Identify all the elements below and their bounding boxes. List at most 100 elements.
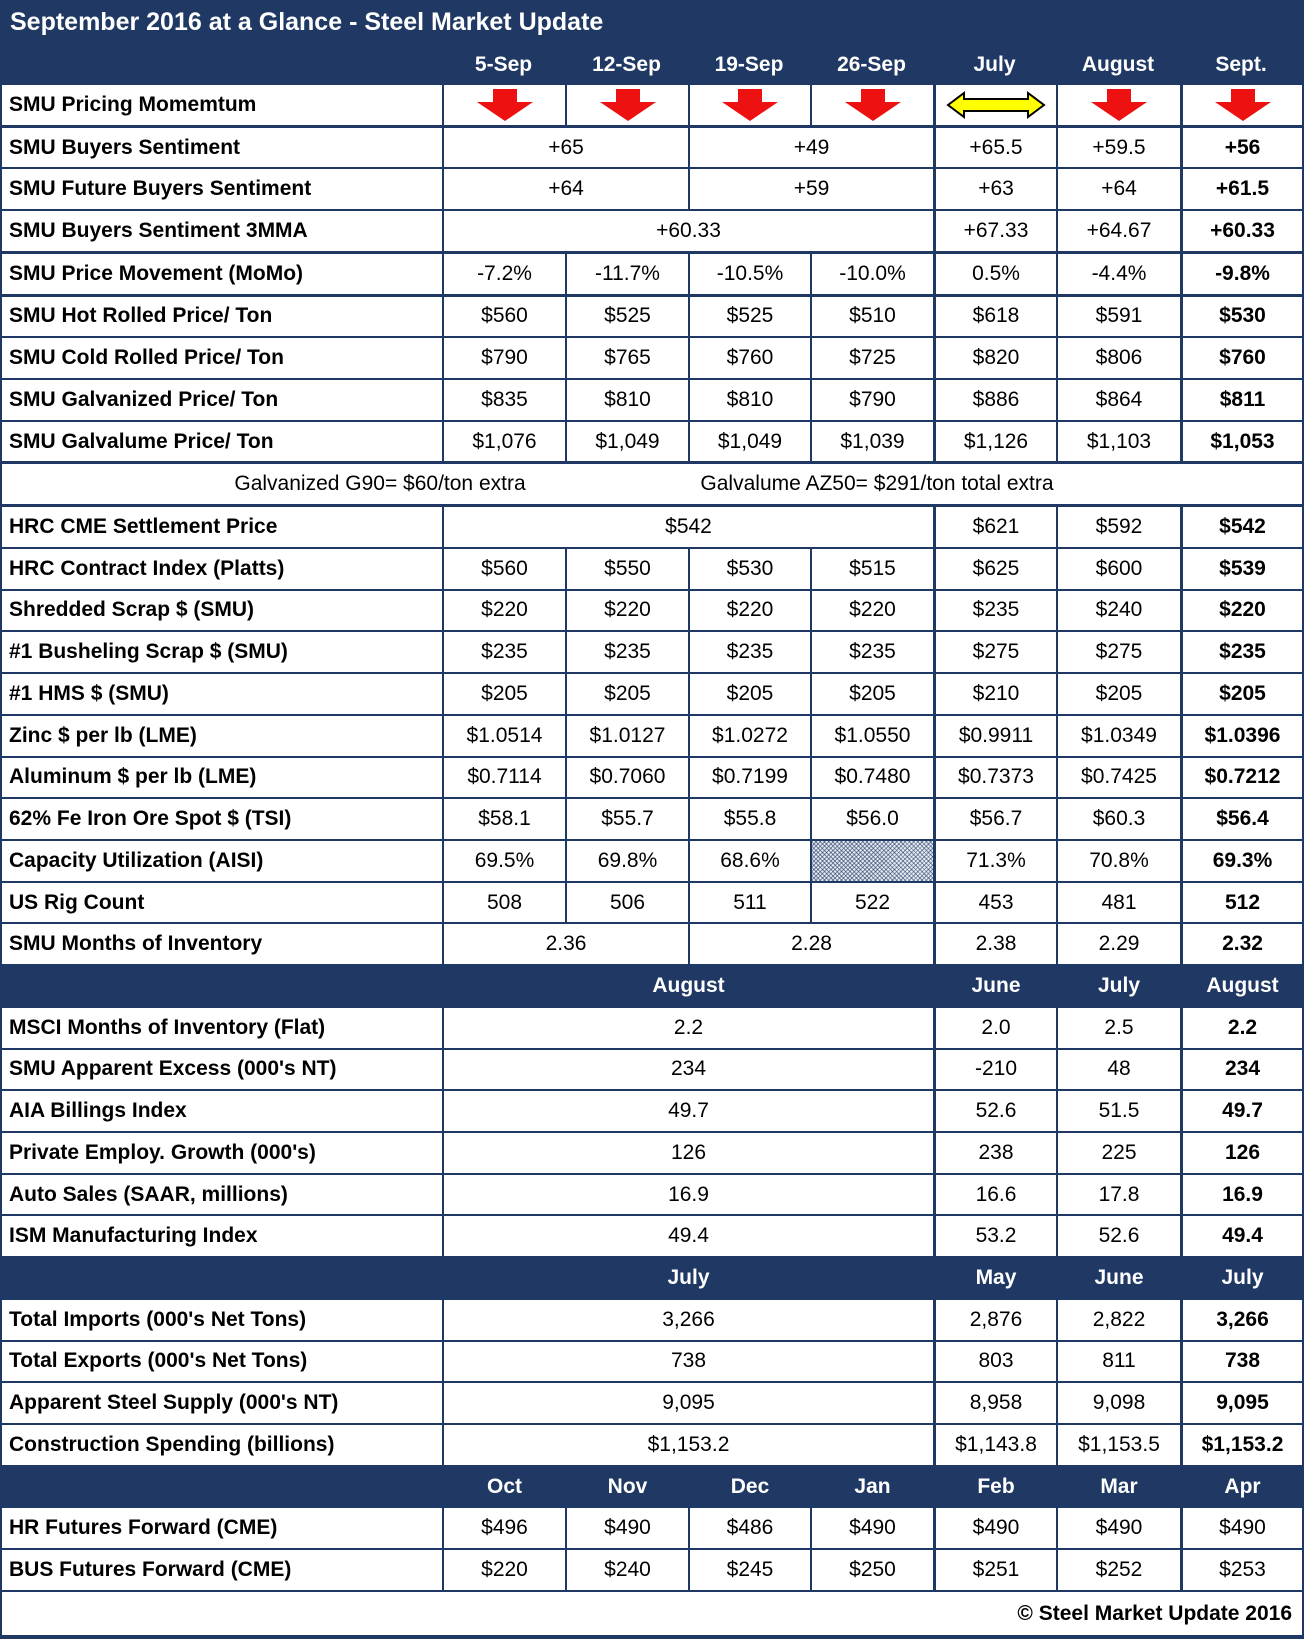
table-row: SMU Galvanized Price/ Ton $835 $810 $810 $79… <box>2 378 1302 420</box>
value-cell: $220 <box>1180 590 1302 631</box>
value-cell: $220 <box>442 590 565 631</box>
momentum-cell <box>933 85 1056 125</box>
column-header-5-sep: 5-Sep <box>474 52 533 76</box>
value-cell: 68.6% <box>688 840 810 881</box>
value-cell: $1,049 <box>565 421 688 462</box>
row-label: SMU Galvanized Price/ Ton <box>9 387 279 411</box>
row-label: BUS Futures Forward (CME) <box>9 1558 292 1582</box>
row-label: US Rig Count <box>9 890 145 914</box>
section-month-header: May <box>975 1265 1017 1289</box>
pricing-momentum-row: SMU Pricing Momemtum <box>2 85 1302 125</box>
value-cell: +67.33 <box>933 211 1056 251</box>
value-cell: $205 <box>810 674 933 714</box>
value-cell: $0.7199 <box>688 757 810 798</box>
value-cell: 2,876 <box>933 1299 1056 1340</box>
row-label: ISM Manufacturing Index <box>9 1224 258 1248</box>
section-header-row: Oct Nov Dec Jan Feb Mar Apr <box>2 1464 1302 1507</box>
value-cell: $250 <box>810 1550 933 1590</box>
value-cell: 9,098 <box>1056 1383 1180 1423</box>
value-cell: 2,822 <box>1056 1299 1180 1340</box>
row-label: Capacity Utilization (AISI) <box>9 848 264 872</box>
section-month-header: July <box>1097 973 1141 997</box>
section-month-header: Jan <box>854 1474 891 1498</box>
value-cell: 481 <box>1056 882 1180 923</box>
value-cell: 803 <box>933 1341 1056 1382</box>
value-cell: $0.7212 <box>1180 757 1302 798</box>
section-header-row: August June July August <box>2 964 1302 1006</box>
momentum-sideways-arrow-icon <box>936 85 1056 125</box>
column-header-row: 5-Sep 12-Sep 19-Sep 26-Sep July August S… <box>2 44 1302 85</box>
value-cell: 453 <box>933 882 1056 923</box>
galvalume-extra-note: Galvalume AZ50= $291/ton total extra <box>700 472 1054 496</box>
value-cell: +60.33 <box>1180 211 1302 251</box>
value-cell: 16.6 <box>933 1174 1056 1215</box>
value-cell: 2.5 <box>1056 1007 1180 1048</box>
value-cell: $252 <box>1056 1550 1180 1590</box>
table-row: HRC CME Settlement Price $542 $621 $592 $542 <box>2 504 1302 547</box>
momentum-cell <box>810 85 933 125</box>
value-cell: $56.0 <box>810 799 933 839</box>
value-cell: $1,153.5 <box>1056 1425 1180 1465</box>
row-label: SMU Future Buyers Sentiment <box>9 177 312 201</box>
table-row: SMU Cold Rolled Price/ Ton $790 $765 $760 $7… <box>2 336 1302 379</box>
value-cell: $55.7 <box>565 799 688 839</box>
value-cell: +59.5 <box>1056 127 1180 168</box>
value-cell: $220 <box>810 590 933 631</box>
row-label: Auto Sales (SAAR, millions) <box>9 1182 288 1206</box>
value-cell: $0.9911 <box>933 715 1056 756</box>
value-cell: $235 <box>933 590 1056 631</box>
value-cell: $220 <box>565 590 688 631</box>
row-label <box>2 966 442 1006</box>
galvanized-extra-note: Galvanized G90= $60/ton extra <box>234 472 526 496</box>
value-cell: $1,153.2 <box>442 1425 933 1465</box>
value-cell: 51.5 <box>1056 1091 1180 1131</box>
value-cell: $0.7060 <box>565 757 688 798</box>
momentum-down-arrow-icon <box>444 85 565 125</box>
value-cell: $790 <box>810 380 933 420</box>
value-cell: $560 <box>442 548 565 589</box>
value-cell: 225 <box>1056 1132 1180 1173</box>
value-cell: $864 <box>1056 380 1180 420</box>
value-cell: $235 <box>1180 632 1302 673</box>
value-cell: $820 <box>933 338 1056 379</box>
value-cell: $490 <box>1180 1508 1302 1549</box>
section-month-header: July <box>667 1265 710 1289</box>
value-cell: -11.7% <box>565 253 688 294</box>
value-cell: 69.8% <box>565 840 688 881</box>
value-cell: -10.5% <box>688 253 810 294</box>
table-row: 62% Fe Iron Ore Spot $ (TSI) $58.1 $55.7 $5… <box>2 797 1302 839</box>
value-cell: +56 <box>1180 127 1302 168</box>
value-cell: $210 <box>933 674 1056 714</box>
table-row: Capacity Utilization (AISI) 69.5% 69.8% 68.… <box>2 838 1302 881</box>
value-cell: +64.67 <box>1056 211 1180 251</box>
row-label: Private Employ. Growth (000's) <box>9 1140 316 1164</box>
value-cell: 9,095 <box>1180 1383 1302 1423</box>
value-cell: 512 <box>1180 882 1302 923</box>
value-cell: 8,958 <box>933 1383 1056 1423</box>
value-cell: 9,095 <box>442 1383 933 1423</box>
value-cell: $205 <box>1056 674 1180 714</box>
section-month-header: Dec <box>730 1474 770 1498</box>
row-label: HRC CME Settlement Price <box>9 515 278 539</box>
value-cell: $253 <box>1180 1550 1302 1590</box>
value-cell: 506 <box>565 882 688 923</box>
table-row: #1 HMS $ (SMU) $205 $205 $205 $205 $210 $205 $2… <box>2 672 1302 714</box>
row-label: SMU Months of Inventory <box>9 932 263 956</box>
momentum-cell <box>442 85 565 125</box>
row-label: Total Exports (000's Net Tons) <box>9 1349 308 1373</box>
value-cell: 2.2 <box>442 1007 933 1048</box>
value-cell: 52.6 <box>933 1091 1056 1131</box>
value-cell: 2.28 <box>688 924 933 965</box>
value-cell: 811 <box>1056 1341 1180 1382</box>
table-row: AIA Billings Index 49.7 52.6 51.5 49.7 <box>2 1089 1302 1131</box>
value-cell: $58.1 <box>442 799 565 839</box>
table-row: Apparent Steel Supply (000's NT) 9,095 8,9… <box>2 1381 1302 1423</box>
value-cell: $810 <box>688 380 810 420</box>
value-cell: $515 <box>810 548 933 589</box>
table-row: HR Futures Forward (CME) $496 $490 $486 $490… <box>2 1506 1302 1549</box>
table-row: Total Imports (000's Net Tons) 3,266 2,876… <box>2 1297 1302 1340</box>
value-cell: +49 <box>688 127 933 168</box>
momentum-cell <box>688 85 810 125</box>
value-cell: $60.3 <box>1056 799 1180 839</box>
